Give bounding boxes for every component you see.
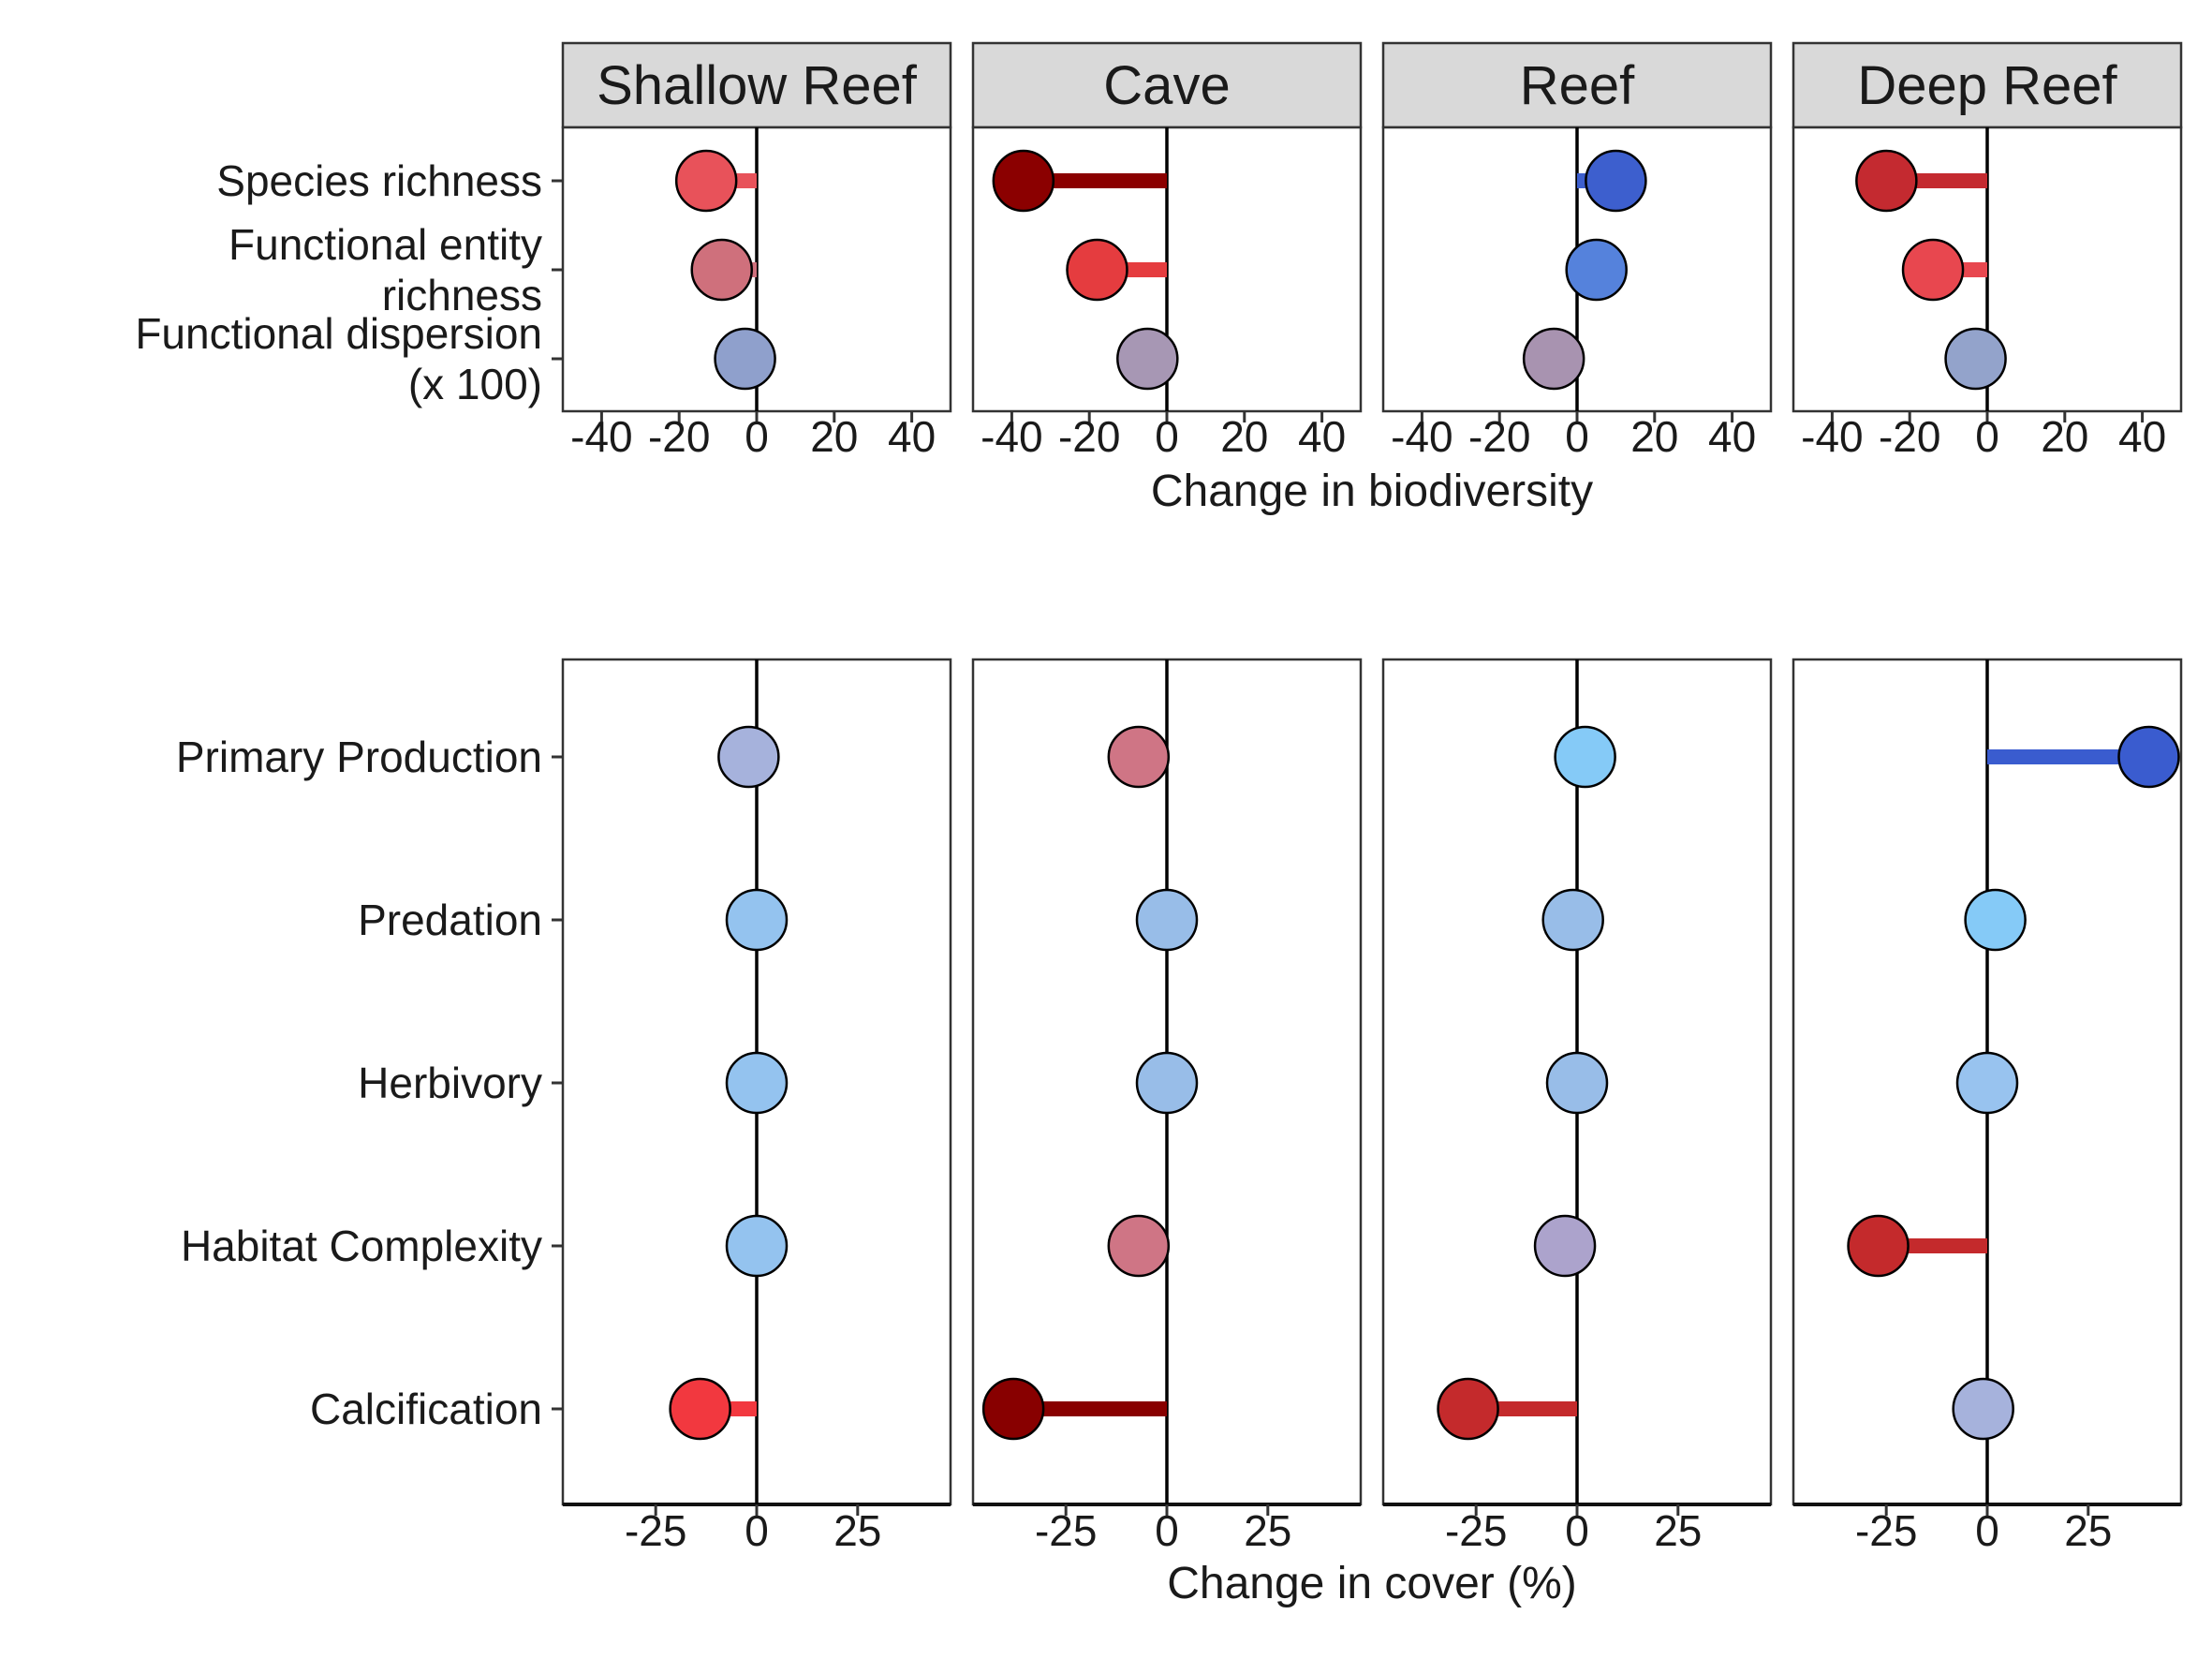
facet-deep-reef: -25 0 25 (1792, 658, 2183, 1555)
lollipop-point-primary-production (2117, 725, 2180, 789)
lollipop-point-functional-dispersion-x-100 (1522, 327, 1585, 391)
facet-reef: Reef -40 -20 0 20 40 (1381, 41, 1773, 461)
x-tick-label: -20 (1468, 412, 1530, 461)
lollipop-point-predation (1964, 888, 2027, 952)
facet-shallow-reef: -25 0 25 (561, 658, 952, 1555)
x-tick-label: -25 (625, 1506, 686, 1555)
x-tick-label: -40 (570, 412, 632, 461)
x-tick-label: -40 (1801, 412, 1863, 461)
lollipop-point-habitat-complexity (1107, 1214, 1171, 1278)
facet-label: Cave (1103, 55, 1230, 116)
x-axis-title: Change in biodiversity (1151, 467, 1593, 516)
x-tick-label: 20 (1630, 412, 1678, 461)
category-label-predation: Predation (358, 896, 542, 944)
lollipop-point-functional-dispersion-x-100 (1944, 327, 2007, 391)
lollipop-point-calcification (1437, 1377, 1499, 1441)
lollipop-point-herbivory (1955, 1051, 2019, 1115)
lollipop-point-habitat-complexity (1533, 1214, 1597, 1278)
x-tick-label: 0 (1565, 1506, 1589, 1555)
lollipop-point-primary-production (1107, 725, 1171, 789)
x-tick-label: 0 (1155, 412, 1179, 461)
x-tick-label: 25 (2064, 1506, 2112, 1555)
x-tick-label: 20 (1220, 412, 1268, 461)
lollipop-point-calcification (1952, 1377, 2014, 1441)
lollipop-point-species-richness (1585, 149, 1647, 213)
facet-label: Deep Reef (1857, 55, 2117, 116)
biodiversity-chart: Species richness Functional entity richnes… (135, 41, 2183, 516)
lollipop-point-predation (725, 888, 789, 952)
lollipop-point-predation (1541, 888, 1604, 952)
x-tick-label: -40 (981, 412, 1042, 461)
x-tick-label: -20 (1879, 412, 1940, 461)
lollipop-point-species-richness (674, 149, 738, 213)
lollipop-point-primary-production (717, 725, 780, 789)
x-tick-label: -25 (1445, 1506, 1507, 1555)
facet-strip (971, 41, 1363, 129)
lollipop-point-primary-production (1554, 725, 1616, 789)
lollipop-point-functional-entity-richness (1565, 238, 1628, 302)
x-tick-label: 0 (1155, 1506, 1179, 1555)
x-tick-label: -25 (1855, 1506, 1917, 1555)
lollipop-point-species-richness (1855, 149, 1918, 213)
lollipop-point-habitat-complexity (1847, 1214, 1910, 1278)
x-tick-label: 40 (888, 412, 936, 461)
lollipop-stem (1023, 173, 1167, 188)
category-label-habitat-complexity: Habitat Complexity (181, 1222, 542, 1270)
facet-cave: -25 0 25 (971, 658, 1363, 1555)
facet-cave: Cave -40 -20 0 20 40 (971, 41, 1363, 461)
lollipop-point-species-richness (992, 149, 1055, 213)
x-tick-label: 0 (1975, 1506, 1999, 1555)
lollipop-point-functional-dispersion-x-100 (714, 327, 776, 391)
lollipop-point-functional-dispersion-x-100 (1116, 327, 1179, 391)
lollipop-point-herbivory (1135, 1051, 1199, 1115)
category-label-species-richness: Species richness (216, 156, 542, 205)
x-tick-label: 20 (2041, 412, 2088, 461)
lollipop-point-functional-entity-richness (1066, 238, 1128, 302)
lollipop-stem (1987, 749, 2149, 764)
x-tick-label: 40 (1298, 412, 1346, 461)
category-label-functional-dispersion-x-100: Functional dispersion (x 100) (135, 309, 542, 408)
lollipop-point-herbivory (1545, 1051, 1609, 1115)
lollipop-stem (1013, 1401, 1167, 1416)
x-tick-label: -40 (1391, 412, 1453, 461)
x-tick-label: 25 (1654, 1506, 1702, 1555)
x-tick-label: -20 (648, 412, 710, 461)
facet-deep-reef: Deep Reef -40 -20 0 20 40 (1792, 41, 2183, 461)
x-tick-label: 0 (745, 412, 769, 461)
facet-label: Reef (1520, 55, 1635, 116)
lollipop-point-predation (1135, 888, 1199, 952)
x-axis-title: Change in cover (%) (1167, 1559, 1577, 1608)
lollipop-point-calcification (981, 1377, 1045, 1441)
facet-strip (1792, 41, 2183, 129)
lollipop-point-functional-entity-richness (1901, 238, 1965, 302)
facet-shallow-reef: Shallow Reef -40 -20 0 20 40 (561, 41, 952, 461)
x-tick-label: 40 (1708, 412, 1756, 461)
x-tick-label: 0 (745, 1506, 769, 1555)
x-tick-label: 40 (2118, 412, 2166, 461)
facet-label: Shallow Reef (597, 55, 918, 116)
x-tick-label: 20 (810, 412, 858, 461)
category-label-calcification: Calcification (310, 1385, 542, 1433)
x-tick-label: 25 (1244, 1506, 1291, 1555)
facet-strip (561, 41, 952, 129)
category-label-primary-production: Primary Production (176, 733, 542, 781)
x-tick-label: 0 (1975, 412, 1999, 461)
lollipop-point-calcification (669, 1377, 731, 1441)
x-tick-label: -20 (1058, 412, 1120, 461)
lollipop-point-functional-entity-richness (690, 238, 753, 302)
lollipop-point-herbivory (725, 1051, 789, 1115)
category-label-herbivory: Herbivory (358, 1059, 542, 1107)
cover-chart: Primary Production Predation Herbivory Habi… (176, 658, 2183, 1608)
lollipop-point-habitat-complexity (725, 1214, 789, 1278)
x-tick-label: 25 (833, 1506, 881, 1555)
x-tick-label: -25 (1035, 1506, 1097, 1555)
category-label-functional-entity-richness: Functional entity richness (229, 220, 542, 319)
facet-strip (1381, 41, 1773, 129)
facet-reef: -25 0 25 (1381, 658, 1773, 1555)
x-tick-label: 0 (1565, 412, 1589, 461)
